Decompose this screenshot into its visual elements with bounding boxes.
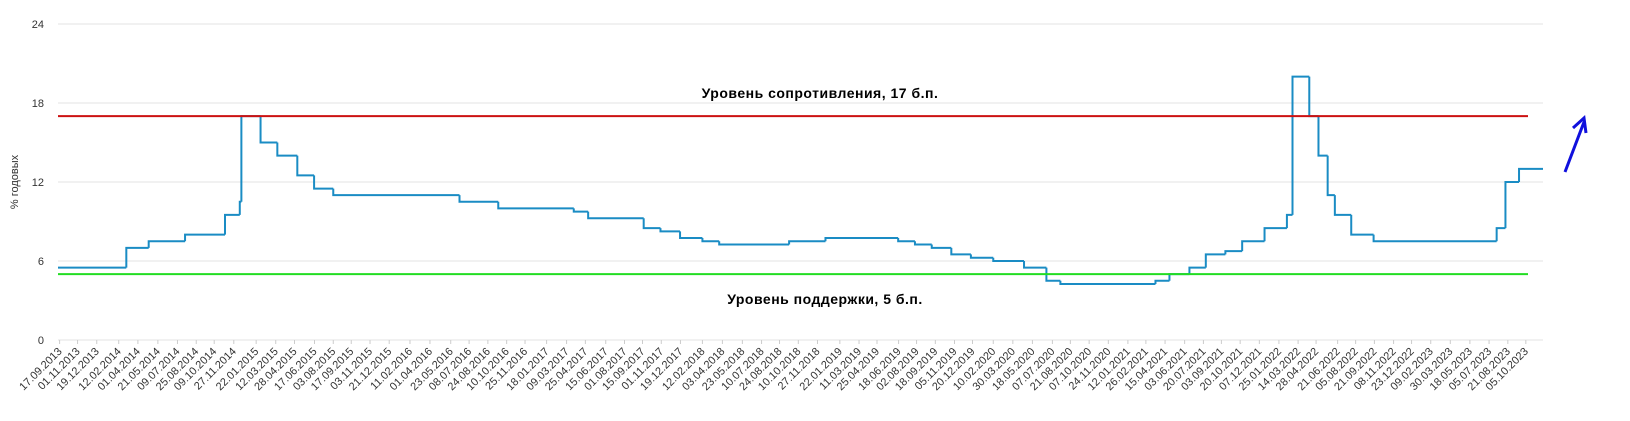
- rate-step: [913, 241, 932, 246]
- rate-step: [1326, 155, 1335, 197]
- y-tick-label: 24: [32, 19, 44, 31]
- rate-step: [184, 233, 225, 242]
- rate-step: [572, 208, 589, 213]
- rate-step: [1188, 266, 1206, 275]
- y-tick-label: 12: [32, 177, 44, 189]
- rate-step: [1333, 195, 1352, 216]
- rate-step: [659, 228, 681, 233]
- rate-step: [240, 115, 261, 202]
- rate-step: [238, 200, 242, 215]
- rate-step: [788, 240, 826, 245]
- reference-label: Уровень поддержки, 5 б.п.: [727, 291, 923, 307]
- rate-step: [1204, 253, 1226, 268]
- y-tick-label: 6: [38, 256, 44, 268]
- rate-step: [1317, 116, 1328, 157]
- y-tick-label: 18: [32, 98, 44, 110]
- rate-step: [1504, 181, 1520, 229]
- rate-step: [897, 237, 915, 243]
- rate-step: [259, 116, 278, 144]
- rate-step: [1059, 280, 1156, 286]
- rate-step: [1263, 227, 1287, 242]
- rate-step: [223, 213, 240, 235]
- rate-step: [1154, 279, 1170, 285]
- rate-step: [1372, 234, 1497, 243]
- rate-step: [969, 254, 994, 259]
- rate-step: [125, 246, 149, 268]
- trend-arrow: [1563, 114, 1588, 173]
- rate-step: [587, 211, 644, 220]
- rate-step: [1308, 76, 1319, 118]
- rate-step: [1518, 167, 1543, 182]
- rate-step: [1241, 240, 1265, 252]
- rate-step: [458, 195, 499, 203]
- rate-step: [701, 237, 720, 243]
- rate-step: [992, 257, 1025, 262]
- rate-step: [332, 188, 460, 197]
- rate-step: [296, 155, 315, 177]
- rate-step: [313, 175, 334, 190]
- reference-label: Уровень сопротивления, 17 б.п.: [702, 85, 939, 101]
- rate-step: [679, 231, 703, 239]
- y-tick-label: 0: [38, 335, 44, 347]
- rate-step: [930, 244, 952, 249]
- rate-step: [1224, 250, 1243, 255]
- rate-step: [1045, 267, 1061, 282]
- rate-step: [824, 236, 899, 242]
- rate-step: [950, 247, 971, 256]
- rate-step: [147, 240, 186, 248]
- rate-step: [1285, 213, 1293, 229]
- rate-step: [1291, 75, 1310, 215]
- rate-step: [1350, 214, 1374, 236]
- rate-step: [1495, 227, 1506, 242]
- rate-step: [1023, 261, 1047, 269]
- rate-step: [642, 218, 661, 230]
- y-axis-title: % годовых: [9, 154, 21, 209]
- rate-step: [497, 201, 574, 210]
- rate-step: [276, 142, 298, 157]
- rate-step: [718, 241, 790, 246]
